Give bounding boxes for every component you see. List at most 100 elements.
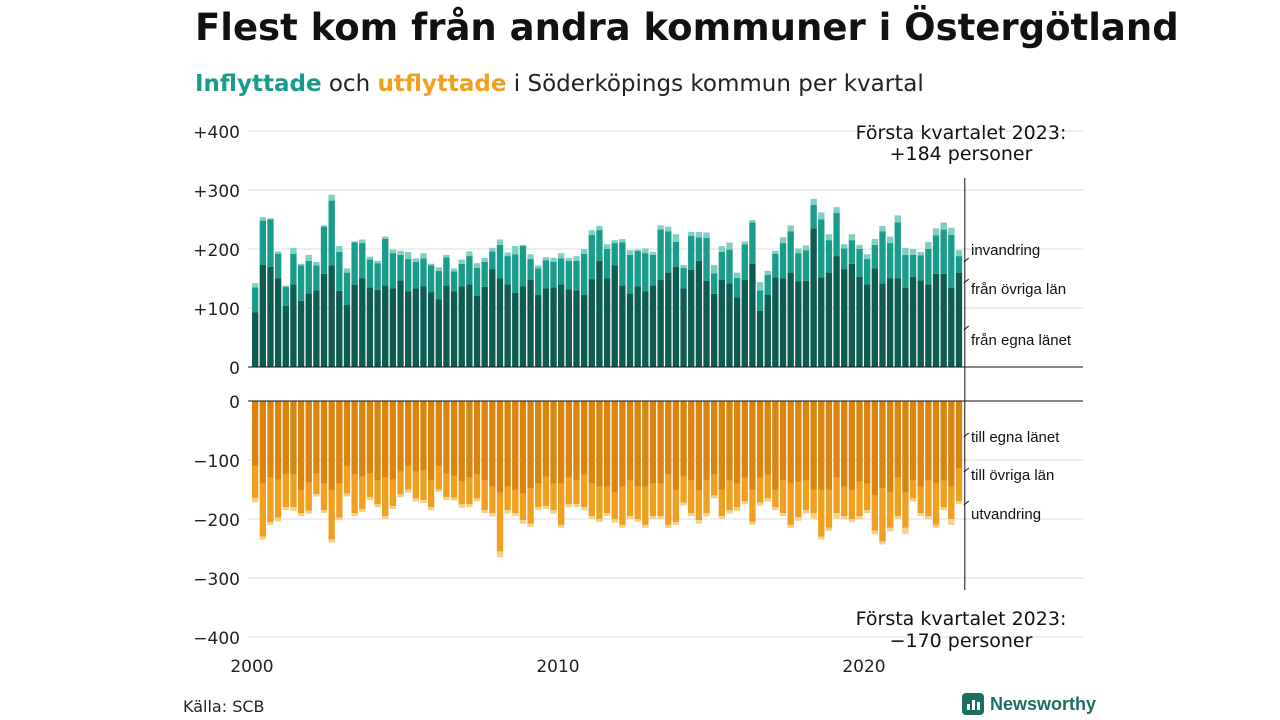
bar-out-ovriga: [466, 477, 473, 505]
bar-in-ovriga: [626, 254, 634, 294]
bar-in-invandring: [305, 254, 312, 261]
bar-in-egna: [634, 286, 641, 367]
bar-in-invandring: [558, 253, 565, 259]
bar-out-egna: [343, 401, 351, 466]
bar-out-utvandring: [703, 513, 710, 517]
bar-out-utvandring: [420, 500, 427, 504]
bar-in-invandring: [818, 212, 825, 220]
bar-in-ovriga: [542, 260, 550, 289]
bar-in-invandring: [405, 251, 412, 260]
bar-in-ovriga: [512, 254, 519, 293]
bar-in-ovriga: [825, 240, 833, 273]
series-label-leader: [963, 467, 970, 473]
bar-in-ovriga: [305, 260, 312, 294]
y-tick-label-top: +200: [193, 241, 240, 261]
bar-in-egna: [925, 284, 932, 367]
bar-out-egna: [328, 401, 335, 490]
bar-out-egna: [504, 401, 511, 487]
series-label: utvandring: [971, 506, 1041, 523]
bar-out-egna: [267, 401, 274, 478]
bar-in-ovriga: [259, 220, 266, 265]
bar-in-egna: [542, 288, 550, 367]
bar-out-ovriga: [535, 483, 542, 508]
bar-in-egna: [274, 278, 282, 367]
chart-title: Flest kom från andra kommuner i Östergöt…: [195, 6, 1179, 49]
bar-out-ovriga: [902, 492, 909, 528]
bar-out-utvandring: [665, 524, 672, 528]
bar-in-egna: [772, 277, 779, 367]
bar-out-ovriga: [733, 483, 741, 508]
series-label: från egna länet: [971, 332, 1072, 349]
bar-out-egna: [795, 401, 802, 482]
bar-out-egna: [879, 401, 886, 489]
bar-out-utvandring: [848, 519, 856, 522]
bar-out-egna: [680, 401, 687, 476]
bar-out-ovriga: [841, 486, 848, 517]
bar-out-ovriga: [397, 471, 404, 495]
bar-in-invandring: [473, 263, 481, 268]
bar-in-egna: [504, 284, 511, 367]
bar-in-ovriga: [772, 253, 779, 278]
bar-out-utvandring: [948, 519, 955, 525]
bar-out-egna: [733, 401, 741, 484]
bar-in-egna: [680, 288, 687, 367]
bar-out-ovriga: [588, 483, 595, 517]
bar-in-invandring: [343, 268, 351, 273]
series-label: från övriga län: [971, 281, 1066, 298]
bar-in-invandring: [833, 207, 840, 214]
bar-in-egna: [489, 269, 496, 367]
bar-in-egna: [290, 284, 297, 367]
bar-out-utvandring: [841, 516, 848, 520]
bar-in-egna: [252, 312, 259, 367]
bar-out-ovriga: [703, 480, 710, 514]
bar-in-ovriga: [657, 229, 664, 280]
bar-in-invandring: [535, 265, 542, 269]
bar-out-utvandring: [542, 506, 550, 509]
bar-out-ovriga: [305, 482, 312, 511]
bar-in-ovriga: [343, 272, 351, 306]
bar-in-egna: [688, 269, 695, 367]
bar-in-ovriga: [886, 243, 894, 279]
bar-in-egna: [603, 278, 611, 367]
bar-in-ovriga: [871, 244, 878, 269]
bar-in-ovriga: [925, 249, 932, 285]
bar-in-invandring: [252, 283, 259, 288]
bar-out-utvandring: [741, 501, 748, 505]
bar-in-invandring: [703, 232, 710, 238]
bar-out-utvandring: [764, 498, 771, 502]
bar-in-egna: [512, 292, 519, 367]
bar-in-invandring: [711, 264, 718, 274]
bar-in-egna: [856, 276, 863, 367]
bar-in-ovriga: [703, 237, 710, 281]
bar-out-ovriga: [749, 489, 756, 522]
bar-in-invandring: [909, 249, 917, 255]
bar-in-ovriga: [489, 251, 496, 270]
bar-out-ovriga: [420, 470, 427, 501]
bar-in-ovriga: [665, 231, 672, 273]
x-tick-label: 2020: [842, 657, 885, 677]
bar-out-utvandring: [435, 489, 442, 492]
bar-in-invandring: [389, 249, 397, 254]
annotation-bottom-line1: Första kvartalet 2023:: [856, 608, 1067, 630]
bar-in-egna: [450, 291, 458, 367]
bar-in-invandring: [810, 198, 817, 205]
bar-out-egna: [382, 401, 389, 478]
bar-out-utvandring: [902, 527, 909, 534]
bar-in-invandring: [290, 247, 297, 254]
bar-out-utvandring: [297, 513, 305, 517]
bar-out-utvandring: [955, 501, 963, 505]
bar-in-ovriga: [282, 286, 289, 306]
bar-out-egna: [252, 401, 259, 466]
bar-out-ovriga: [955, 468, 963, 502]
bar-out-ovriga: [512, 489, 519, 514]
bar-out-ovriga: [695, 490, 703, 521]
annotation-top-line1: Första kvartalet 2023:: [856, 122, 1067, 144]
bar-in-ovriga: [711, 273, 718, 294]
bar-in-ovriga: [573, 260, 580, 291]
bar-in-egna: [917, 280, 924, 367]
bar-out-egna: [665, 401, 672, 475]
bar-out-ovriga: [405, 465, 412, 490]
bar-out-egna: [626, 401, 634, 481]
bar-in-ovriga: [779, 243, 787, 279]
bar-out-ovriga: [351, 474, 358, 514]
